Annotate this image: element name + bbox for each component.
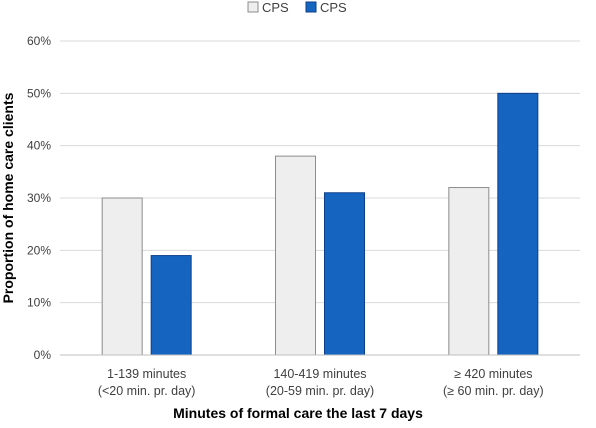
y-tick-label: 10% [27,296,51,310]
bar-series2-cat1 [150,255,192,356]
gridlines [60,40,580,304]
x-category-label: (20-59 min. pr. day) [266,384,374,398]
bar-series1-cat2 [275,155,316,356]
y-tick-label: 30% [27,191,51,205]
x-category-label: (≥ 60 min. pr. day) [443,384,544,398]
legend-label: CPS [262,0,289,15]
legend: CPS CPS [247,0,347,15]
legend-swatch [305,1,317,13]
x-axis-categories: 1-139 minutes (<20 min. pr. day) 140-419 m… [98,367,544,398]
y-tick-label: 50% [27,86,51,100]
bar-series2-cat2 [324,192,365,356]
x-category-label: (<20 min. pr. day) [98,384,196,398]
y-tick-label: 0% [34,348,52,362]
x-category-label: 1-139 minutes [107,367,186,381]
x-category-label: ≥ 420 minutes [454,367,532,381]
y-tick-label: 60% [27,34,51,48]
legend-swatch [247,1,259,13]
legend-label: CPS [320,0,347,15]
bars [101,92,539,356]
bar-series2-cat3 [497,92,539,356]
x-category-label: 140-419 minutes [273,367,366,381]
y-axis-title: Proportion of home care clients [0,92,16,303]
y-tick-label: 40% [27,139,51,153]
bar-series1-cat3 [448,187,490,356]
x-axis-title: Minutes of formal care the last 7 days [173,405,423,421]
bar-series1-cat1 [101,197,143,356]
y-axis-ticks: 0% 10% 20% 30% 40% 50% 60% [27,34,51,362]
y-tick-label: 20% [27,243,51,257]
